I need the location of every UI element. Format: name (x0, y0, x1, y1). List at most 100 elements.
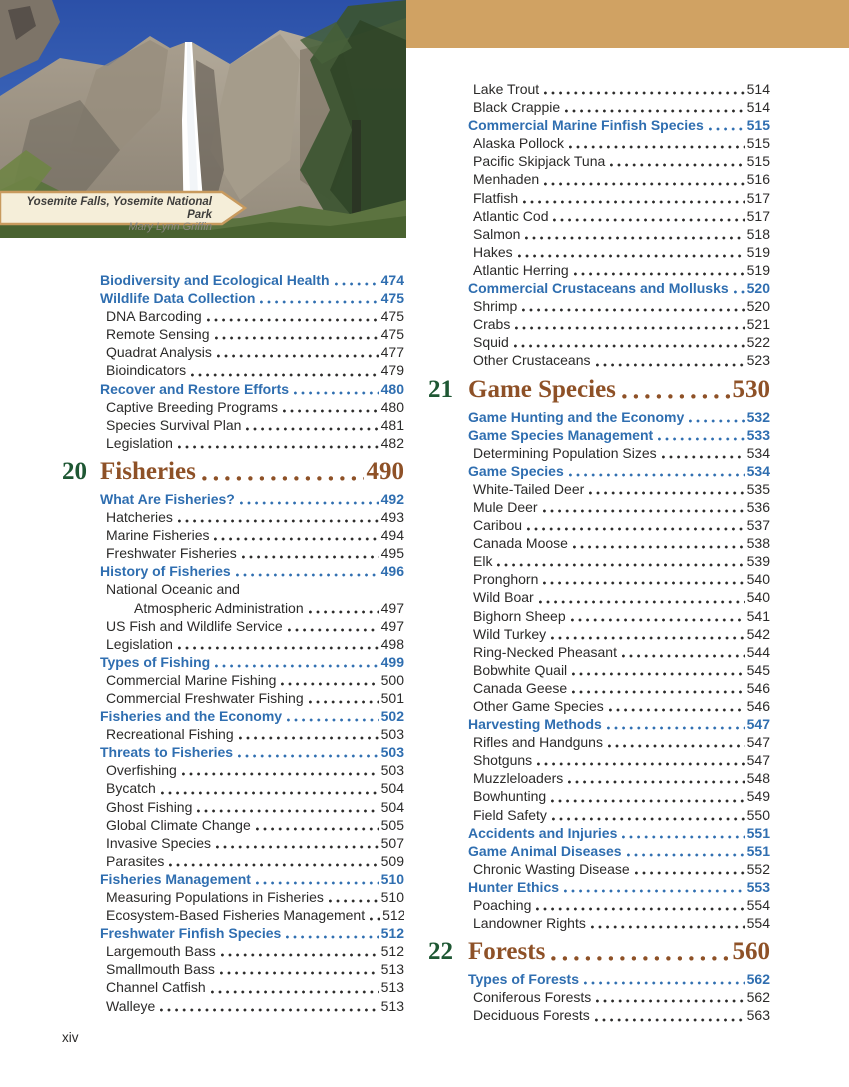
page-number: 497 (380, 599, 404, 616)
toc-entry: Chronic Wasting Disease 552 (428, 860, 770, 878)
dot-leader (255, 826, 379, 831)
page-number: 493 (380, 509, 404, 526)
page-number: 499 (380, 653, 404, 670)
toc-entry: Bighorn Sheep 541 (428, 607, 770, 625)
toc-chapter: 22 Forests 560 (428, 937, 770, 966)
page-number: 518 (746, 225, 770, 242)
toc-entry: Shotguns 547 (428, 751, 770, 769)
entry-label: Walleye (106, 997, 156, 1014)
dot-leader (260, 300, 379, 305)
page-number: 519 (746, 243, 770, 260)
page-number: 554 (746, 897, 770, 914)
dot-leader (177, 645, 379, 650)
dot-leader (241, 555, 379, 560)
toc-entry: Global Climate Change 505 (62, 816, 404, 834)
dot-leader (689, 418, 745, 423)
section-label: Hunter Ethics (468, 878, 560, 895)
page-number: 538 (746, 535, 770, 552)
entry-label: Wild Turkey (473, 625, 547, 642)
page-number: 520 (746, 280, 770, 297)
dot-leader (564, 889, 745, 894)
dot-leader (551, 798, 745, 803)
entry-label: Pronghorn (473, 571, 539, 588)
page-number: 480 (380, 398, 404, 415)
dot-leader (216, 354, 379, 359)
entry-label: Salmon (473, 225, 521, 242)
page-number: 541 (746, 607, 770, 624)
toc-entry: Legislation 498 (62, 635, 404, 653)
section-label: Game Species Management (468, 426, 654, 443)
dot-leader (197, 808, 379, 813)
page-number: 474 (380, 272, 404, 288)
entry-label: Ecosystem-Based Fisheries Management (106, 907, 366, 924)
entry-label: DNA Barcoding (106, 308, 202, 325)
toc-entry: Ring-Necked Pheasant 544 (428, 643, 770, 661)
page-number: 537 (746, 517, 770, 534)
entry-label: Measuring Populations in Fisheries (106, 889, 324, 905)
toc-section-heading: Types of Forests 562 (428, 970, 770, 988)
page-number: 475 (380, 308, 404, 325)
toc-section-heading: Game Species Management 533 (428, 426, 770, 444)
toc-entry: Menhaden 516 (428, 170, 770, 188)
page-number: 523 (746, 352, 770, 369)
dot-leader (214, 537, 379, 542)
dot-leader (572, 671, 745, 676)
entry-label: Atlantic Herring (473, 261, 569, 278)
dot-leader (570, 617, 745, 622)
toc-entry: Coniferous Forests 562 (428, 988, 770, 1006)
dot-leader (551, 956, 730, 962)
dot-leader (160, 1007, 379, 1012)
toc-entry: Commercial Freshwater Fishing 501 (62, 689, 404, 707)
dot-leader (497, 563, 745, 568)
toc-entry: Freshwater Fisheries 495 (62, 544, 404, 562)
dot-leader (525, 235, 745, 240)
entry-label: Commercial Marine Fishing (106, 671, 277, 688)
toc-entry: Parasites 509 (62, 852, 404, 870)
toc-entry: Overfishing 503 (62, 761, 404, 779)
toc-entry: White-Tailed Deer 535 (428, 480, 770, 498)
dot-leader (572, 545, 745, 550)
section-label: Freshwater Finfish Species (100, 925, 282, 942)
dot-leader (206, 318, 379, 323)
dot-leader (255, 881, 379, 885)
chapter-page-number: 530 (732, 375, 771, 403)
page-number: 519 (746, 261, 770, 278)
entry-label: Wild Boar (473, 589, 534, 606)
entry-label: Ring-Necked Pheasant (473, 643, 617, 660)
toc-entry: Canada Geese 546 (428, 679, 770, 697)
entry-label: Species Survival Plan (106, 416, 242, 433)
page-number: 497 (380, 617, 404, 634)
dot-leader (606, 726, 745, 731)
dot-leader (181, 772, 379, 777)
dot-leader (210, 989, 379, 994)
toc-entry: Lake Trout 514 (428, 80, 770, 98)
toc-entry: Other Game Species 546 (428, 697, 770, 715)
dot-leader (191, 372, 379, 377)
chapter-page-number: 560 (732, 938, 771, 966)
page-number: 481 (380, 416, 404, 433)
page-number: 550 (746, 806, 770, 823)
dot-leader (219, 971, 379, 976)
toc-entry: Bycatch 504 (62, 779, 404, 797)
photo-caption-title: Yosemite Falls, Yosemite National Park (26, 196, 212, 221)
dot-leader (608, 708, 745, 713)
toc-entry: Atlantic Cod 517 (428, 207, 770, 225)
dot-leader (594, 1017, 745, 1022)
page-number: 480 (380, 380, 404, 397)
entry-label: Chronic Wasting Disease (473, 860, 630, 877)
page-number: 512 (382, 907, 404, 924)
toc-section-heading: Accidents and Injuries 551 (428, 824, 770, 842)
dot-leader (544, 181, 745, 186)
dot-leader (370, 917, 381, 922)
toc-section-heading: Freshwater Finfish Species 512 (62, 924, 404, 942)
page-number: 536 (746, 498, 770, 515)
page-number: 513 (380, 961, 404, 978)
dot-leader (589, 490, 745, 495)
entry-label: Squid (473, 334, 509, 351)
dot-leader (281, 681, 379, 686)
page-number: 510 (380, 870, 404, 887)
dot-leader (286, 935, 379, 940)
page-number: 553 (746, 878, 770, 895)
toc-section-heading: Game Hunting and the Economy 532 (428, 408, 770, 426)
entry-label: White-Tailed Deer (473, 480, 585, 497)
